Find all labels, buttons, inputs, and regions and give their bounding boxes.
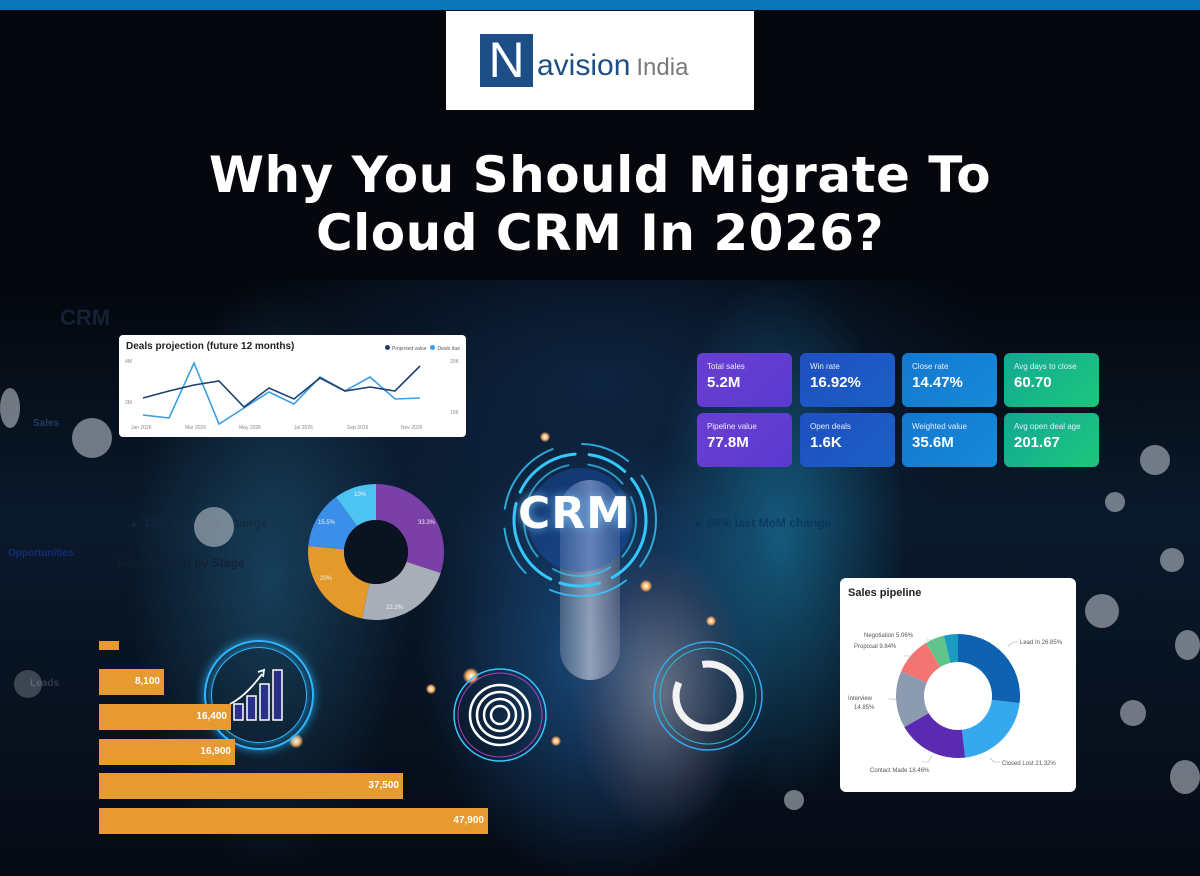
navision-india-logo: N avision India — [446, 11, 754, 110]
growth-chart-icon — [229, 668, 283, 721]
kpi-card-pipeline-value: Pipeline value 77.8M — [697, 413, 792, 467]
bar-item: 16,400 — [99, 704, 231, 730]
top-accent-bar — [0, 0, 1200, 10]
svg-text:14.85%: 14.85% — [854, 705, 875, 711]
kpi-card-avg-days-close: Avg days to close 60.70 — [1004, 353, 1099, 407]
kpi-card-avg-open-deal-age: Avg open deal age 201.67 — [1004, 413, 1099, 467]
bokeh-dot — [72, 418, 112, 458]
svg-text:Sep 2026: Sep 2026 — [347, 425, 369, 431]
deals-projection-card: Deals projection (future 12 months) Proj… — [119, 335, 466, 437]
bokeh-dot — [194, 507, 234, 547]
crm-emblem-rings — [503, 443, 657, 597]
svg-text:May 2026: May 2026 — [239, 425, 261, 431]
bar-item: 8,100 — [99, 669, 164, 695]
bar-item: 37,500 — [99, 773, 403, 799]
page-headline: Why You Should Migrate To Cloud CRM In 2… — [0, 146, 1200, 262]
svg-text:Negotiation 5.06%: Negotiation 5.06% — [864, 633, 914, 639]
bokeh-dot — [14, 670, 42, 698]
ghost-mom-change-2: ▲ 66% last MoM change — [692, 516, 832, 530]
bokeh-dot — [1105, 492, 1125, 512]
sales-pipeline-donut: Lead In 26.85% Closed Lost 21.32% Contac… — [848, 633, 1063, 774]
svg-text:15K: 15K — [450, 410, 460, 416]
legend-dot-icon — [385, 345, 391, 350]
growth-ring-outer — [204, 640, 314, 750]
bar-stub — [99, 641, 119, 650]
deals-projection-legend: Projected value Deals due — [385, 345, 460, 352]
svg-text:Jan 2026: Jan 2026 — [131, 425, 152, 431]
ghost-leads-label: Leads — [30, 678, 59, 689]
crm-emblem-text: CRM — [518, 488, 631, 539]
svg-text:Jul 2026: Jul 2026 — [294, 425, 313, 431]
svg-text:4M: 4M — [125, 359, 132, 365]
bokeh-dot — [0, 388, 20, 428]
legend-item-deals-due: Deals due — [430, 345, 460, 352]
svg-text:Closed Lost 21.32%: Closed Lost 21.32% — [1002, 761, 1056, 767]
deals-projection-title: Deals projection (future 12 months) — [126, 341, 295, 352]
svg-text:33.3%: 33.3% — [418, 520, 436, 526]
target-rings-icon — [453, 668, 547, 762]
bokeh-dot — [1170, 760, 1200, 794]
light-spark — [463, 668, 479, 684]
bokeh-dot — [1120, 700, 1146, 726]
svg-text:Proposal 9.84%: Proposal 9.84% — [854, 644, 897, 650]
svg-text:Contact Made 18.46%: Contact Made 18.46% — [870, 768, 930, 774]
logo-mark: N — [480, 34, 533, 87]
svg-text:15.5%: 15.5% — [318, 520, 336, 526]
bokeh-dot — [1085, 594, 1119, 628]
ghost-crm-header: CRM — [60, 305, 111, 330]
svg-text:Lead In 26.85%: Lead In 26.85% — [1020, 640, 1063, 646]
svg-text:10%: 10% — [354, 492, 367, 498]
headline-line-2: Cloud CRM In 2026? — [315, 204, 885, 262]
loading-ring-icon — [653, 641, 763, 751]
svg-text:Interview: Interview — [848, 696, 873, 702]
kpi-card-open-deals: Open deals 1.6K — [800, 413, 895, 467]
bokeh-dot — [1160, 548, 1184, 572]
pointing-finger — [560, 480, 620, 680]
logo-suffix: India — [636, 53, 689, 81]
svg-text:Mar 2026: Mar 2026 — [185, 425, 206, 431]
light-spark — [706, 616, 716, 626]
bar-item: 47,900 — [99, 808, 488, 834]
bokeh-dot — [784, 790, 804, 810]
kpi-card-weighted-value: Weighted value 35.6M — [902, 413, 997, 467]
svg-text:2M: 2M — [125, 400, 132, 406]
bokeh-dot — [1140, 445, 1170, 475]
legend-dot-icon — [430, 345, 436, 350]
logo-wordmark: avision — [537, 48, 631, 82]
kpi-card-total-sales: Total sales 5.2M — [697, 353, 792, 407]
legend-item-projected: Projected value — [385, 345, 426, 352]
light-spark — [426, 684, 436, 694]
growth-ring-inner — [211, 647, 307, 743]
headline-line-1: Why You Should Migrate To — [208, 146, 992, 204]
sales-pipeline-title: Sales pipeline — [848, 587, 922, 599]
svg-text:22.2%: 22.2% — [386, 605, 404, 611]
sales-pipeline-card: Sales pipeline Lead In 26.85% — [840, 578, 1076, 792]
svg-text:20K: 20K — [450, 359, 460, 365]
svg-text:Nov 2026: Nov 2026 — [401, 425, 423, 431]
bokeh-dot — [1175, 630, 1200, 660]
bar-item: 16,900 — [99, 739, 235, 765]
segment-donut-chart: 33.3% 22.2% 20% 15.5% 10% — [308, 484, 445, 620]
light-spark — [551, 736, 561, 746]
ghost-opportunities-label: Opportunities — [8, 548, 74, 559]
light-spark — [640, 580, 652, 592]
ghost-sales-label: Sales — [33, 418, 60, 429]
svg-text:20%: 20% — [320, 576, 333, 582]
deals-projection-line-chart: 4M 2M 20K 15K Jan 2026 Mar 2026 May 2026… — [125, 359, 460, 431]
kpi-card-close-rate: Close rate 14.47% — [902, 353, 997, 407]
kpi-card-win-rate: Win rate 16.92% — [800, 353, 895, 407]
light-spark — [540, 432, 550, 442]
ghost-funnel-title: Sales Funnel by Stage — [117, 556, 245, 570]
